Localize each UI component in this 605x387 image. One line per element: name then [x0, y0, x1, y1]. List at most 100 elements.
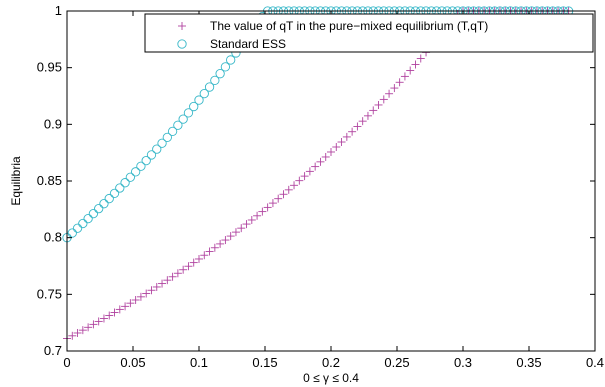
data-point-ess: [194, 95, 204, 105]
data-point-qT: [110, 308, 119, 317]
data-point-qT: [237, 224, 246, 233]
data-point-ess: [189, 101, 199, 112]
data-point-ess: [115, 183, 125, 193]
data-point-qT: [231, 228, 240, 237]
data-point-qT: [363, 111, 372, 120]
data-point-ess: [88, 208, 99, 219]
y-tick-label: 0.8: [44, 230, 62, 245]
legend-marker-qT: [178, 22, 186, 30]
data-point-qT: [274, 194, 283, 203]
data-point-qT: [284, 185, 293, 194]
data-point-qT: [189, 258, 198, 267]
data-point-ess: [173, 120, 183, 130]
data-point-qT: [253, 211, 262, 220]
data-point-qT: [342, 132, 351, 141]
data-point-ess: [78, 218, 88, 229]
legend-marker-ess: [177, 39, 187, 49]
data-point-qT: [258, 207, 267, 216]
data-point-ess: [167, 126, 178, 137]
data-point-qT: [126, 299, 135, 308]
data-point-qT: [395, 78, 404, 87]
data-point-qT: [94, 317, 103, 326]
y-tick-label: 0.9: [44, 116, 62, 131]
x-tick-label: 0.2: [322, 355, 340, 370]
data-point-qT: [115, 305, 124, 314]
data-point-qT: [179, 265, 188, 274]
data-point-ess: [215, 69, 225, 79]
legend: The value of qT in the pure−mixed equili…: [144, 13, 594, 53]
data-point-ess: [199, 88, 209, 99]
y-tick-label: 1: [55, 3, 62, 18]
data-point-qT: [268, 199, 277, 208]
data-point-qT: [184, 262, 193, 271]
data-point-qT: [105, 311, 114, 320]
data-point-qT: [369, 106, 378, 115]
data-point-qT: [385, 89, 394, 98]
y-axis-label: Equilibria: [9, 156, 23, 206]
data-point-ess: [94, 204, 104, 214]
data-layer: [62, 6, 574, 343]
x-tick-label: 0.35: [516, 355, 541, 370]
data-point-qT: [173, 269, 182, 278]
data-point-ess: [162, 132, 172, 143]
y-tick-label: 0.95: [37, 60, 62, 75]
data-point-qT: [78, 326, 87, 335]
data-point-ess: [204, 82, 215, 92]
data-point-qT: [390, 84, 399, 93]
data-point-qT: [195, 254, 203, 263]
series-qT: [63, 7, 573, 343]
data-point-qT: [152, 282, 161, 291]
data-point-qT: [321, 152, 330, 161]
data-point-qT: [84, 323, 93, 332]
data-point-qT: [247, 215, 256, 224]
x-tick-label: 0.1: [190, 355, 208, 370]
data-point-ess: [120, 178, 130, 188]
data-point-ess: [67, 228, 77, 238]
data-point-qT: [131, 296, 140, 304]
data-point-qT: [221, 236, 230, 245]
data-point-qT: [305, 167, 314, 176]
legend-circle-marker: [177, 39, 187, 49]
data-point-qT: [121, 302, 130, 311]
data-point-qT: [337, 138, 346, 147]
x-axis-label: 0 ≤ γ ≤ 0.4: [303, 371, 359, 385]
data-point-ess: [104, 193, 114, 204]
data-point-qT: [168, 272, 177, 281]
data-point-qT: [68, 331, 77, 340]
data-point-qT: [358, 117, 367, 126]
legend-label-qT: The value of qT in the pure−mixed equili…: [210, 19, 488, 33]
data-point-qT: [158, 279, 167, 288]
data-point-ess: [72, 223, 83, 233]
data-point-qT: [411, 60, 420, 69]
data-point-qT: [295, 176, 304, 185]
y-tick-label: 0.75: [37, 286, 62, 301]
data-point-qT: [416, 54, 425, 63]
data-point-qT: [332, 143, 341, 151]
data-point-qT: [216, 239, 225, 248]
data-point-ess: [130, 167, 141, 177]
x-tick-label: 0.15: [252, 355, 277, 370]
data-point-ess: [220, 62, 231, 72]
x-tick-label: 0: [63, 355, 70, 370]
data-point-qT: [353, 122, 362, 131]
data-point-qT: [99, 314, 108, 323]
x-tick-label: 0.25: [384, 355, 409, 370]
legend-plus-marker: [178, 22, 186, 30]
data-point-qT: [327, 147, 335, 156]
tick-layer: 0 0.05 0.1 0.15 0.2 0.25 0.3 0.35 0.4 0.7 0.75 0.8 0…: [37, 3, 604, 370]
data-point-ess: [99, 199, 109, 209]
legend-box: [144, 13, 594, 53]
data-point-qT: [311, 162, 320, 171]
data-point-qT: [348, 127, 357, 136]
data-point-ess: [157, 138, 167, 148]
data-point-qT: [200, 251, 209, 260]
data-point-ess: [178, 114, 188, 124]
data-point-ess: [109, 188, 120, 199]
data-point-ess: [152, 144, 162, 154]
data-point-qT: [279, 190, 288, 199]
data-point-qT: [406, 66, 415, 75]
data-point-qT: [300, 172, 309, 181]
data-point-ess: [210, 75, 220, 86]
legend-label-ess: Standard ESS: [210, 37, 286, 51]
data-point-qT: [263, 203, 272, 212]
